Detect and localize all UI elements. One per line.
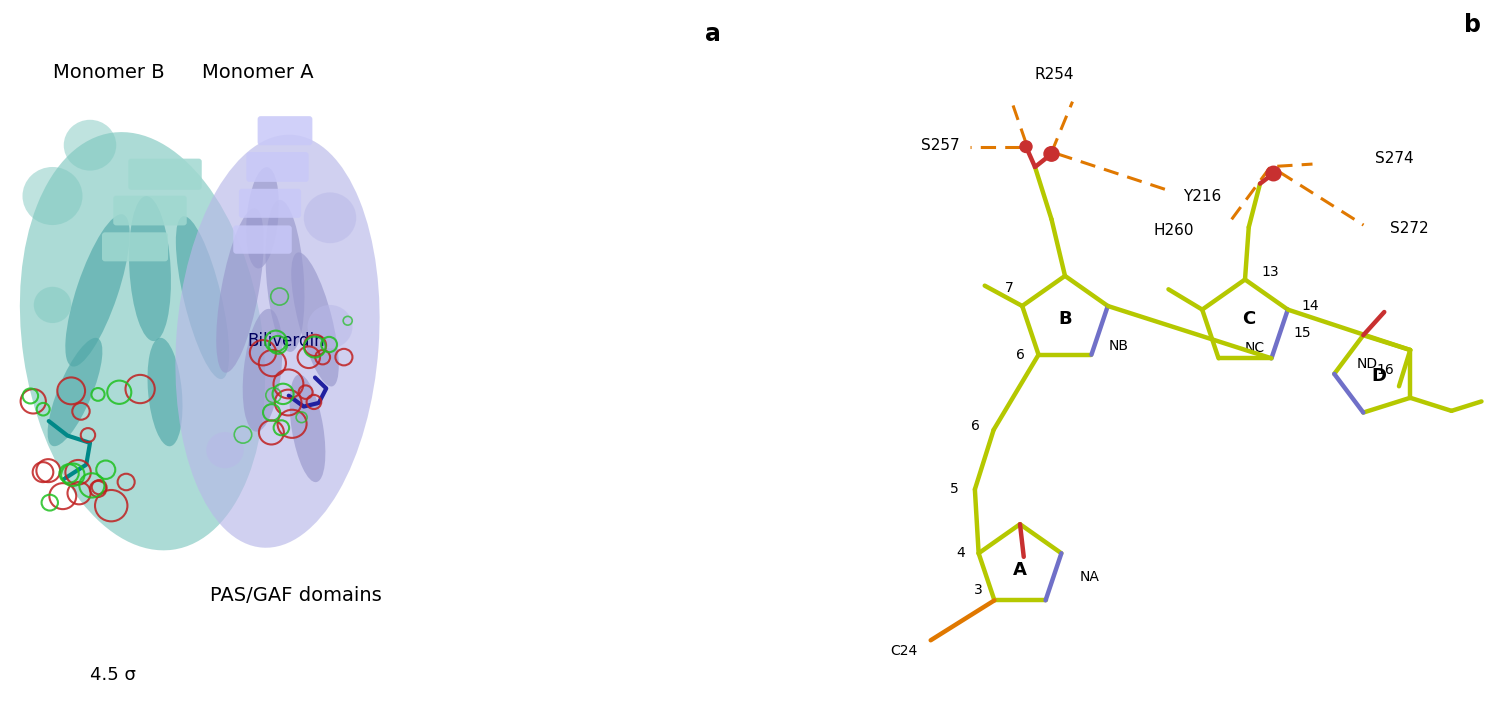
FancyBboxPatch shape (258, 116, 312, 145)
Ellipse shape (20, 132, 266, 550)
Text: R254: R254 (1034, 67, 1074, 82)
Text: b: b (1464, 13, 1480, 37)
Text: S257: S257 (921, 138, 960, 152)
Text: 16: 16 (1376, 363, 1394, 377)
Text: 4: 4 (957, 546, 964, 560)
Circle shape (22, 167, 82, 225)
FancyBboxPatch shape (102, 232, 168, 261)
Ellipse shape (48, 338, 102, 446)
Text: C: C (1242, 311, 1256, 328)
Circle shape (1044, 147, 1059, 161)
Ellipse shape (147, 338, 183, 446)
Text: 3: 3 (975, 583, 982, 597)
FancyBboxPatch shape (232, 225, 291, 253)
Ellipse shape (66, 214, 129, 367)
Ellipse shape (291, 253, 339, 386)
Text: Monomer B: Monomer B (53, 63, 164, 82)
Text: PAS/GAF domains: PAS/GAF domains (210, 586, 381, 605)
Circle shape (308, 305, 352, 348)
Text: ND: ND (1356, 357, 1377, 372)
Circle shape (206, 432, 243, 468)
Circle shape (1266, 166, 1281, 181)
Text: A: A (1013, 561, 1028, 579)
Text: NA: NA (1080, 570, 1100, 584)
Text: H260: H260 (1154, 224, 1194, 238)
Text: Y216: Y216 (1182, 189, 1221, 203)
Circle shape (303, 192, 357, 243)
Circle shape (63, 120, 117, 171)
Text: 14: 14 (1302, 299, 1318, 313)
Ellipse shape (216, 208, 264, 372)
Ellipse shape (176, 216, 230, 379)
Text: D: D (1371, 367, 1386, 385)
Circle shape (34, 287, 72, 323)
Circle shape (1020, 141, 1032, 152)
FancyBboxPatch shape (128, 158, 201, 189)
FancyBboxPatch shape (114, 195, 188, 225)
Text: 6: 6 (972, 419, 980, 433)
Text: 7: 7 (1005, 281, 1013, 295)
FancyBboxPatch shape (246, 152, 309, 182)
Text: NB: NB (1108, 339, 1128, 353)
Text: Biliverdin: Biliverdin (248, 333, 326, 350)
Ellipse shape (246, 167, 279, 269)
Text: Monomer A: Monomer A (202, 63, 314, 82)
Text: 13: 13 (1262, 265, 1280, 280)
Text: C24: C24 (890, 644, 916, 658)
Text: B: B (1058, 311, 1072, 328)
Text: S272: S272 (1389, 221, 1428, 236)
Text: 4.5 σ: 4.5 σ (90, 666, 136, 684)
Text: 5: 5 (950, 482, 958, 497)
Ellipse shape (290, 375, 326, 482)
Text: S274: S274 (1374, 151, 1413, 166)
Text: a: a (705, 22, 720, 46)
Ellipse shape (129, 196, 171, 341)
Ellipse shape (176, 135, 380, 547)
FancyBboxPatch shape (238, 189, 302, 218)
Ellipse shape (243, 309, 282, 432)
Text: NC: NC (1245, 341, 1264, 355)
Ellipse shape (266, 200, 305, 352)
Text: 6: 6 (1016, 348, 1025, 362)
Text: 15: 15 (1294, 325, 1311, 340)
